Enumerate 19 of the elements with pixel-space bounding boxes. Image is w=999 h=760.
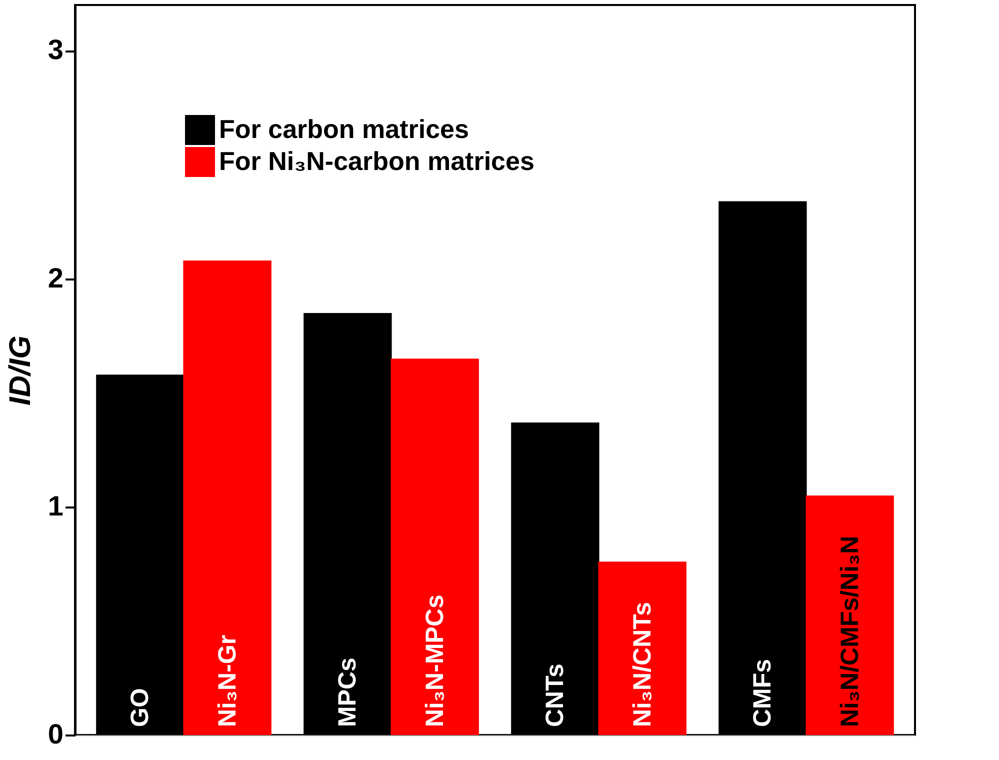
x-tick-label: Ni₃N/CNTs (628, 602, 656, 727)
bar (806, 495, 894, 735)
legend-label: For Ni₃N-carbon matrices (219, 146, 534, 176)
y-tick-label: 3 (48, 34, 64, 66)
bar (598, 562, 686, 735)
y-axis-title: ID/IG (4, 335, 37, 406)
y-tick-label: 0 (48, 718, 64, 750)
bar (183, 260, 272, 735)
x-tick-label: Ni₃N/CMFs/Ni₃N (836, 536, 864, 727)
y-tick-label: 2 (48, 262, 64, 294)
x-tick-label: Ni₃N-Gr (213, 634, 242, 727)
x-tick-label: GO (126, 688, 154, 727)
legend-label: For carbon matrices (219, 114, 469, 144)
x-tick-label: CNTs (541, 664, 570, 727)
x-tick-label: CMFs (748, 658, 777, 727)
x-tick-label: MPCs (334, 658, 362, 727)
x-tick-label: Ni₃N-MPCs (420, 594, 449, 727)
y-tick-label: 1 (48, 490, 64, 522)
bar (390, 358, 479, 735)
